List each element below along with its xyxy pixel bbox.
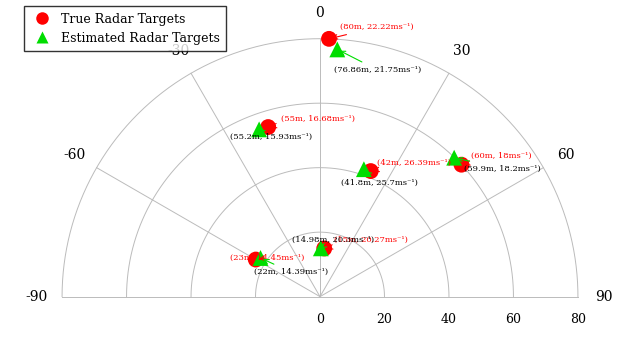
- Text: (41.8m, 25.7ms⁻¹): (41.8m, 25.7ms⁻¹): [341, 172, 418, 187]
- Text: (76.86m, 21.75ms⁻¹): (76.86m, 21.75ms⁻¹): [334, 51, 421, 74]
- Text: (15m, 20.27ms⁻¹): (15m, 20.27ms⁻¹): [328, 236, 408, 249]
- Point: [319, 246, 330, 251]
- Text: (55m, 16.68ms⁻¹): (55m, 16.68ms⁻¹): [272, 115, 355, 128]
- Point: [332, 47, 342, 52]
- Text: -60: -60: [63, 148, 85, 162]
- Text: (60m, 18ms⁻¹): (60m, 18ms⁻¹): [465, 152, 532, 165]
- Text: (14.98m, 20.3ms⁻¹): (14.98m, 20.3ms⁻¹): [292, 236, 374, 248]
- Text: 80: 80: [570, 313, 586, 326]
- Point: [251, 257, 261, 262]
- Text: (59.9m, 18.2ms⁻¹): (59.9m, 18.2ms⁻¹): [458, 157, 541, 173]
- Text: (23m, 14.45ms⁻¹): (23m, 14.45ms⁻¹): [230, 253, 305, 262]
- Point: [254, 127, 264, 132]
- Text: (55.2m, 15.93ms⁻¹): (55.2m, 15.93ms⁻¹): [230, 130, 312, 141]
- Legend: True Radar Targets, Estimated Radar Targets: True Radar Targets, Estimated Radar Targ…: [24, 6, 227, 51]
- Point: [263, 124, 273, 130]
- Text: 30: 30: [453, 44, 470, 58]
- Point: [449, 155, 460, 161]
- Text: (80m, 22.22ms⁻¹): (80m, 22.22ms⁻¹): [333, 23, 414, 39]
- Point: [456, 162, 467, 167]
- Point: [359, 166, 369, 172]
- Text: 60: 60: [557, 148, 575, 162]
- Text: 0: 0: [316, 6, 324, 20]
- Text: -30: -30: [167, 44, 189, 58]
- Point: [365, 168, 376, 174]
- Point: [255, 255, 266, 261]
- Point: [324, 36, 334, 42]
- Text: 60: 60: [506, 313, 522, 326]
- Text: -90: -90: [25, 289, 47, 304]
- Text: (42m, 26.39ms⁻¹): (42m, 26.39ms⁻¹): [374, 158, 451, 172]
- Text: (22m, 14.39ms⁻¹): (22m, 14.39ms⁻¹): [254, 260, 328, 276]
- Point: [316, 246, 326, 251]
- Text: 20: 20: [376, 313, 392, 326]
- Text: 0: 0: [316, 313, 324, 326]
- Text: 40: 40: [441, 313, 457, 326]
- Text: 90: 90: [595, 289, 612, 304]
